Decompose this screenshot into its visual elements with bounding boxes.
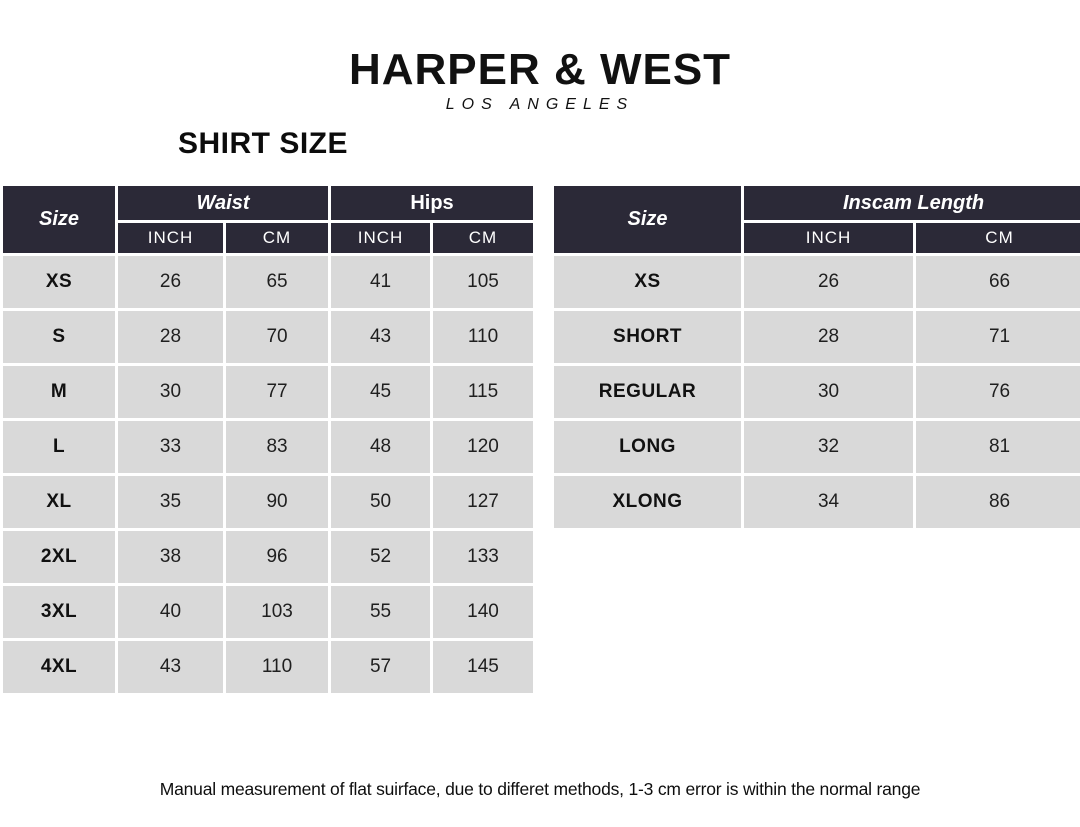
value-cell: 127	[430, 473, 537, 531]
inseam-inch-header: INCH	[741, 220, 917, 256]
value-cell: 33	[115, 418, 226, 476]
value-cell: 140	[430, 583, 537, 641]
size-cell: XS	[551, 253, 745, 311]
value-cell: 66	[913, 253, 1080, 311]
value-cell: 110	[430, 308, 537, 366]
table-row: LONG 32 81	[551, 418, 1080, 476]
value-cell: 26	[741, 253, 917, 311]
value-cell: 71	[913, 308, 1080, 366]
size-cell: XL	[0, 473, 118, 531]
page-title: SHIRT SIZE	[178, 127, 349, 160]
value-cell: 90	[222, 473, 332, 531]
table-row: REGULAR 30 76	[551, 363, 1080, 421]
brand-name: HARPER & WEST	[348, 45, 732, 94]
value-cell: 50	[328, 473, 434, 531]
table-row: XS 26 65 41 105	[0, 253, 537, 311]
brand-logo: HARPER & WEST LOS ANGELES	[0, 48, 1080, 114]
size-cell: XS	[0, 253, 118, 311]
size-cell: LONG	[551, 418, 745, 476]
measurement-note: Manual measurement of flat suirface, due…	[159, 779, 921, 799]
value-cell: 55	[328, 583, 434, 641]
value-cell: 40	[115, 583, 226, 641]
brand-subtitle: LOS ANGELES	[445, 96, 635, 113]
hips-group-header: Hips	[328, 183, 537, 223]
inseam-group-header: Inscam Length	[741, 183, 1080, 223]
value-cell: 76	[913, 363, 1080, 421]
value-cell: 41	[328, 253, 434, 311]
value-cell: 120	[430, 418, 537, 476]
value-cell: 35	[115, 473, 226, 531]
size-cell: 3XL	[0, 583, 118, 641]
value-cell: 45	[328, 363, 434, 421]
table-row: 3XL 40 103 55 140	[0, 583, 537, 641]
value-cell: 43	[115, 638, 226, 696]
waist-cm-header: CM	[222, 220, 332, 256]
size-cell: 2XL	[0, 528, 118, 586]
value-cell: 70	[222, 308, 332, 366]
value-cell: 34	[741, 473, 917, 531]
value-cell: 105	[430, 253, 537, 311]
waist-group-header: Waist	[114, 183, 332, 223]
value-cell: 133	[430, 528, 537, 586]
size-cell: REGULAR	[551, 363, 745, 421]
table-row: SHORT 28 71	[551, 308, 1080, 366]
size-column-header: Size	[0, 183, 118, 256]
size-cell: M	[0, 363, 118, 421]
size-column-header: Size	[551, 183, 745, 256]
value-cell: 81	[913, 418, 1080, 476]
table-row: S 28 70 43 110	[0, 308, 537, 366]
value-cell: 38	[115, 528, 226, 586]
value-cell: 83	[222, 418, 332, 476]
hips-inch-header: INCH	[328, 220, 434, 256]
table-row: M 30 77 45 115	[0, 363, 537, 421]
value-cell: 32	[741, 418, 917, 476]
value-cell: 96	[222, 528, 332, 586]
value-cell: 30	[741, 363, 917, 421]
table-row: XLONG 34 86	[551, 473, 1080, 531]
size-cell: 4XL	[0, 638, 118, 696]
value-cell: 77	[222, 363, 332, 421]
shirt-size-table: Size Waist Hips INCH CM INCH CM XS 26 65 41…	[0, 183, 537, 696]
value-cell: 48	[328, 418, 434, 476]
value-cell: 103	[222, 583, 332, 641]
value-cell: 30	[115, 363, 226, 421]
size-cell: L	[0, 418, 118, 476]
value-cell: 86	[913, 473, 1080, 531]
waist-inch-header: INCH	[115, 220, 226, 256]
value-cell: 28	[741, 308, 917, 366]
value-cell: 110	[222, 638, 332, 696]
inseam-length-table: Size Inscam Length INCH CM XS 26 66 SHORT 28…	[551, 183, 1080, 531]
value-cell: 65	[222, 253, 332, 311]
size-cell: S	[0, 308, 118, 366]
size-cell: XLONG	[551, 473, 745, 531]
hips-cm-header: CM	[430, 220, 537, 256]
table-row: L 33 83 48 120	[0, 418, 537, 476]
inseam-cm-header: CM	[913, 220, 1080, 256]
size-tables-container: Size Waist Hips INCH CM INCH CM XS 26 65 41…	[0, 183, 1080, 696]
value-cell: 115	[430, 363, 537, 421]
value-cell: 43	[328, 308, 434, 366]
table-row: XL 35 90 50 127	[0, 473, 537, 531]
value-cell: 26	[115, 253, 226, 311]
value-cell: 52	[328, 528, 434, 586]
table-row: XS 26 66	[551, 253, 1080, 311]
size-cell: SHORT	[551, 308, 745, 366]
value-cell: 28	[115, 308, 226, 366]
table-row: 2XL 38 96 52 133	[0, 528, 537, 586]
table-row: 4XL 43 110 57 145	[0, 638, 537, 696]
value-cell: 145	[430, 638, 537, 696]
value-cell: 57	[328, 638, 434, 696]
